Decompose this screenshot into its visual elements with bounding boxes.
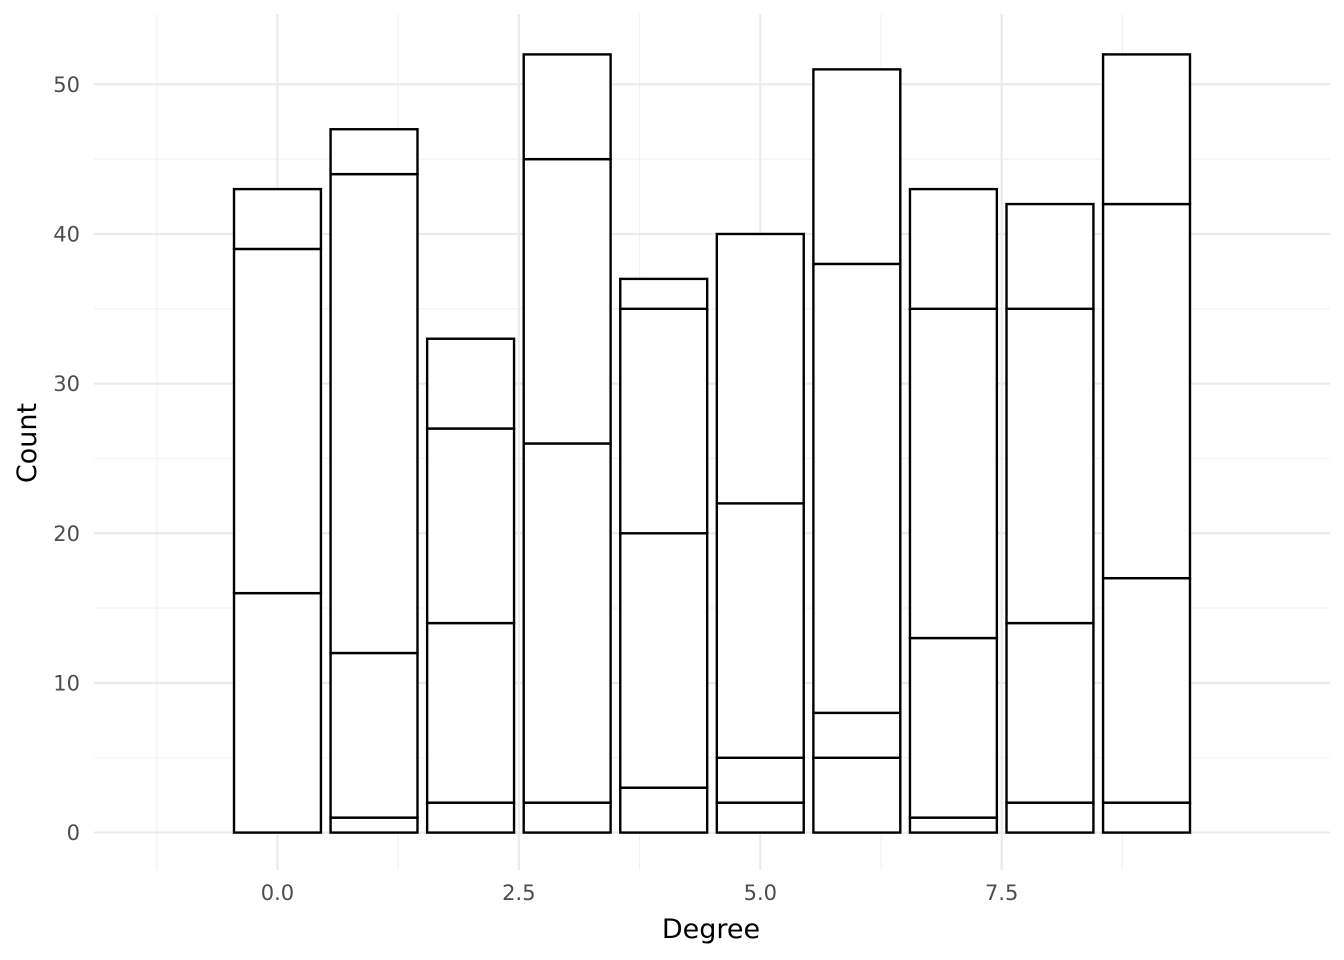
y-axis-title: Count xyxy=(12,403,43,483)
bar-segment xyxy=(715,801,805,834)
bar-segment xyxy=(1101,801,1192,834)
bar-segment xyxy=(908,307,999,640)
bar-segment xyxy=(715,232,805,505)
bar-segment xyxy=(908,636,999,819)
x-tick-label: 2.5 xyxy=(502,881,535,905)
bar-segment xyxy=(908,816,999,834)
bar-segment xyxy=(425,337,516,430)
bar-segment xyxy=(908,187,999,311)
bar-segment xyxy=(232,187,323,251)
y-tick-label: 30 xyxy=(53,372,80,396)
bar-segment xyxy=(812,262,902,715)
y-tick-label: 20 xyxy=(53,522,80,546)
bar-group xyxy=(232,187,323,834)
bar-segment xyxy=(812,711,902,759)
bar-segment xyxy=(522,442,612,804)
x-tick-labels: 0.0 2.5 5.0 7.5 xyxy=(261,881,1019,905)
bar-segment xyxy=(522,53,612,161)
bar-segment xyxy=(1005,307,1095,625)
bar-segment xyxy=(329,128,419,176)
bar-segment xyxy=(1101,53,1192,206)
y-tick-label: 10 xyxy=(53,671,80,695)
bar-segment xyxy=(812,68,902,266)
bar-group xyxy=(522,53,612,834)
bar-segment xyxy=(619,277,709,311)
bar-segment xyxy=(329,651,419,819)
bar-segment xyxy=(522,801,612,834)
x-axis-title: Degree xyxy=(662,914,760,945)
bars xyxy=(232,53,1192,834)
bar-segment xyxy=(522,157,612,445)
bar-group xyxy=(329,128,419,834)
bar-segment xyxy=(425,427,516,625)
y-tick-labels: 0 10 20 30 40 50 xyxy=(53,73,80,845)
bar-segment xyxy=(1101,202,1192,580)
y-tick-label: 50 xyxy=(53,73,80,97)
bar-segment xyxy=(812,756,902,834)
x-tick-label: 5.0 xyxy=(744,881,777,905)
bar-group xyxy=(715,232,805,834)
bar-segment xyxy=(619,532,709,789)
x-tick-label: 7.5 xyxy=(985,881,1018,905)
bar-segment xyxy=(1101,576,1192,804)
bar-group xyxy=(812,68,902,834)
bar-segment xyxy=(425,801,516,834)
x-tick-label: 0.0 xyxy=(261,881,294,905)
y-tick-label: 0 xyxy=(67,821,80,845)
bar-group xyxy=(1101,53,1192,834)
bar-segment xyxy=(619,786,709,834)
bar-group xyxy=(1005,202,1095,834)
bar-group xyxy=(908,187,999,834)
bar-group xyxy=(619,277,709,834)
bar-segment xyxy=(329,172,419,655)
bar-segment xyxy=(715,502,805,759)
bar-segment xyxy=(1005,621,1095,804)
bar-segment xyxy=(329,816,419,834)
bar-segment xyxy=(715,756,805,804)
bar-segment xyxy=(619,307,709,535)
y-tick-label: 40 xyxy=(53,222,80,246)
bar-group xyxy=(425,337,516,834)
bar-segment xyxy=(1005,202,1095,311)
bar-segment xyxy=(1005,801,1095,834)
bar-segment xyxy=(425,621,516,804)
bar-segment xyxy=(232,591,323,834)
bar-segment xyxy=(232,247,323,595)
